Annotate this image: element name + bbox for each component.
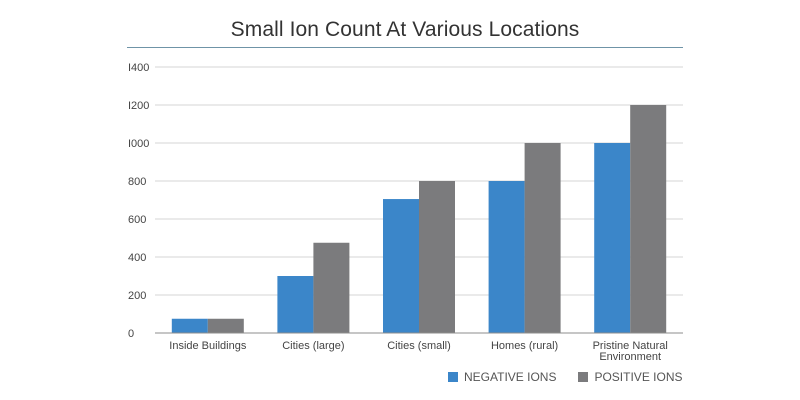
bar-negative-ions bbox=[383, 199, 419, 333]
x-tick-label: Homes (rural) bbox=[491, 340, 558, 352]
x-tick-label: Cities (large) bbox=[282, 340, 344, 352]
y-tick-label: 200 bbox=[128, 290, 146, 302]
y-tick-label: 0 bbox=[128, 328, 134, 340]
x-tick-label: Cities (small) bbox=[387, 340, 451, 352]
x-tick-label-line: Pristine Natural bbox=[593, 340, 668, 352]
legend-label-negative-ions: NEGATIVE IONS bbox=[464, 370, 557, 384]
y-tick-label: 800 bbox=[128, 176, 146, 188]
chart-legend: NEGATIVE IONS POSITIVE IONS bbox=[448, 370, 683, 384]
title-underline bbox=[127, 47, 683, 48]
bar-negative-ions bbox=[171, 318, 208, 333]
y-tick-label: I400 bbox=[128, 62, 149, 74]
bar-negative-ions bbox=[488, 181, 525, 333]
legend-swatch-positive-ions bbox=[578, 372, 589, 382]
x-tick-label: Inside Buildings bbox=[169, 340, 247, 352]
y-tick-label: 600 bbox=[128, 214, 146, 226]
bar-negative-ions bbox=[594, 143, 631, 333]
x-tick-label: Pristine Natural Environment bbox=[593, 340, 668, 363]
bar-positive-ions bbox=[630, 105, 667, 333]
x-tick-label-line: Cities (small) bbox=[387, 340, 451, 352]
y-tick-label: I200 bbox=[128, 100, 149, 112]
chart-title: Small Ion Count At Various Locations bbox=[230, 18, 580, 41]
legend-label-positive-ions: POSITIVE IONS bbox=[594, 370, 683, 384]
legend-item-positive-ions: POSITIVE IONS bbox=[578, 370, 683, 384]
bar-negative-ions bbox=[277, 276, 314, 333]
bar-positive-ions bbox=[419, 181, 455, 333]
x-tick-label-line: Homes (rural) bbox=[491, 340, 558, 352]
x-tick-label-line: Cities (large) bbox=[282, 340, 344, 352]
bar-positive-ions bbox=[524, 143, 561, 333]
x-tick-label-line: Environment bbox=[599, 351, 661, 363]
x-tick-label-line: Inside Buildings bbox=[169, 340, 247, 352]
y-tick-label: I000 bbox=[128, 138, 149, 150]
legend-swatch-negative-ions bbox=[448, 372, 458, 382]
legend-item-negative-ions: NEGATIVE IONS bbox=[448, 370, 556, 384]
bar-positive-ions bbox=[313, 242, 350, 333]
bar-positive-ions bbox=[207, 318, 244, 333]
y-tick-label: 400 bbox=[128, 252, 146, 264]
